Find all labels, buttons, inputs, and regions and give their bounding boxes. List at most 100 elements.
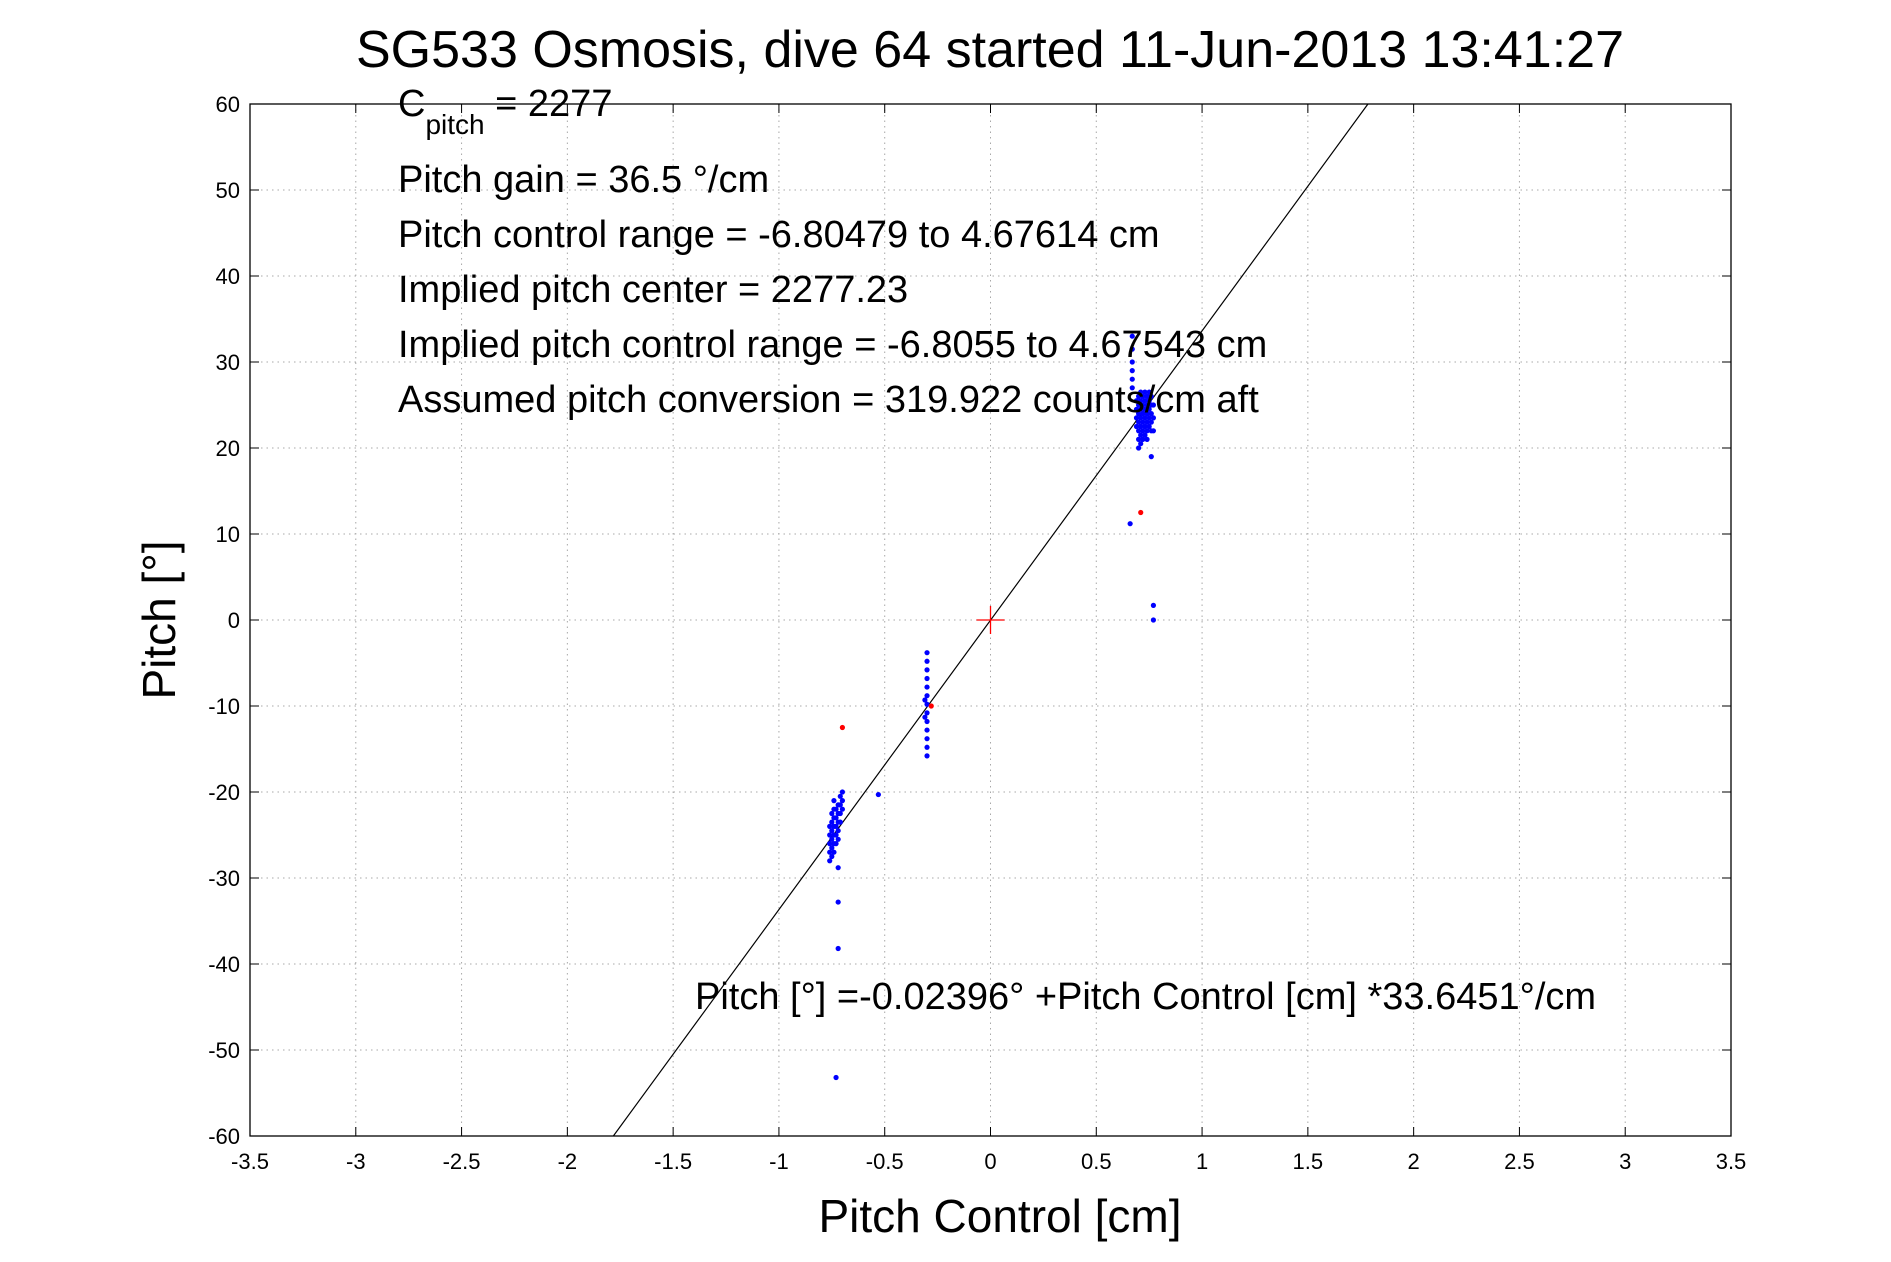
data-point xyxy=(835,945,841,952)
data-point xyxy=(1138,432,1144,438)
data-point xyxy=(835,836,841,842)
data-point xyxy=(837,793,843,799)
data-point xyxy=(1142,406,1148,412)
data-point xyxy=(1144,419,1150,425)
data-point xyxy=(829,810,835,817)
data-point xyxy=(1138,441,1144,447)
data-point xyxy=(1129,333,1135,339)
ticks xyxy=(249,103,1732,1137)
x-tick-label: 1.5 xyxy=(1293,1149,1324,1174)
data-point xyxy=(1140,428,1146,434)
data-point xyxy=(1142,415,1148,421)
x-tick-label: -3 xyxy=(346,1149,366,1174)
data-point xyxy=(1133,423,1140,430)
x-tick-label: 3.5 xyxy=(1716,1149,1747,1174)
x-tick-label: -1 xyxy=(769,1149,789,1174)
x-tick-label: -2.5 xyxy=(443,1149,481,1174)
data-point xyxy=(922,697,928,703)
data-point xyxy=(833,1074,839,1081)
x-tick-label: -3.5 xyxy=(231,1149,269,1174)
x-tick-label: -2 xyxy=(558,1149,578,1174)
data-point xyxy=(1146,406,1152,412)
data-point xyxy=(1136,393,1142,399)
x-tick-label: -1.5 xyxy=(654,1149,692,1174)
data-point xyxy=(833,806,839,812)
annotation-implied-pitch-control-range: Implied pitch control range = -6.8055 to… xyxy=(398,324,1267,366)
y-tick-label: -10 xyxy=(208,694,240,719)
data-point xyxy=(924,753,930,759)
points-layer xyxy=(827,333,1157,1081)
y-tick-label: 30 xyxy=(216,350,240,375)
data-point xyxy=(831,849,837,855)
data-point xyxy=(829,828,835,834)
x-axis-label: Pitch Control [cm] xyxy=(819,1190,1182,1242)
data-point xyxy=(839,789,846,795)
x-tick-label: -0.5 xyxy=(866,1149,904,1174)
data-point xyxy=(827,832,833,838)
data-point xyxy=(1140,393,1146,399)
data-point xyxy=(833,823,839,830)
data-point xyxy=(837,819,843,825)
data-point xyxy=(837,802,843,808)
data-point xyxy=(924,658,930,664)
data-point xyxy=(1136,419,1142,425)
data-point xyxy=(1138,415,1144,421)
data-point xyxy=(831,798,837,804)
data-point xyxy=(1150,602,1157,608)
data-point xyxy=(922,714,928,720)
data-point xyxy=(875,791,881,798)
x-tick-label: 3 xyxy=(1619,1149,1631,1174)
data-point xyxy=(1142,432,1148,438)
data-point xyxy=(1140,411,1146,417)
data-point xyxy=(1144,436,1150,442)
data-point xyxy=(928,703,934,709)
y-tick-label: 40 xyxy=(216,264,240,289)
data-point xyxy=(835,865,841,871)
data-point xyxy=(1148,411,1154,417)
data-point xyxy=(924,710,930,716)
y-axis-label: Pitch [°] xyxy=(133,540,185,699)
x-tick-label: 0 xyxy=(984,1149,996,1174)
data-point xyxy=(1127,521,1133,527)
y-tick-label: 60 xyxy=(216,92,240,117)
data-point xyxy=(924,684,930,690)
annotation-pitch-gain: Pitch gain = 36.5 °/cm xyxy=(398,159,769,201)
data-point xyxy=(924,650,930,656)
data-point xyxy=(1146,415,1152,421)
chart-title: SG533 Osmosis, dive 64 started 11-Jun-20… xyxy=(356,21,1624,79)
data-point xyxy=(829,845,835,851)
x-tick-label: 2 xyxy=(1408,1149,1420,1174)
data-point xyxy=(1146,398,1152,404)
tick-labels: -3.5 -3 -2.5 -2 -1.5 -1 -0.5 0 0.5 1 1.5 2 2.5 3 3.5 -6… xyxy=(208,92,1746,1174)
data-point xyxy=(837,810,843,817)
data-point xyxy=(1142,389,1148,395)
data-point xyxy=(1142,398,1148,404)
data-point xyxy=(829,819,835,825)
annotation-implied-pitch-center: Implied pitch center = 2277.23 xyxy=(398,269,908,311)
data-point xyxy=(1140,402,1146,408)
c-pitch-value: = 2277 xyxy=(485,83,613,125)
data-point xyxy=(1129,376,1135,382)
data-point xyxy=(827,823,833,830)
data-point xyxy=(924,727,930,733)
data-point xyxy=(1136,445,1142,451)
data-point xyxy=(1140,419,1146,425)
data-point xyxy=(1144,393,1150,399)
y-tick-label: 10 xyxy=(216,522,240,547)
data-point xyxy=(1144,402,1150,408)
data-point xyxy=(924,675,930,682)
data-point xyxy=(1140,436,1146,442)
annotation-fit-equation: Pitch [°] =-0.02396° +Pitch Control [cm]… xyxy=(695,976,1596,1018)
annotation-c-pitch: Cpitch = 2277 xyxy=(398,83,612,140)
data-point xyxy=(924,667,930,673)
y-tick-label: -50 xyxy=(208,1038,240,1063)
data-point xyxy=(827,858,833,864)
data-point xyxy=(827,849,833,855)
data-point xyxy=(1148,454,1154,460)
data-point xyxy=(833,815,839,821)
y-tick-label: -20 xyxy=(208,780,240,805)
y-tick-label: -60 xyxy=(208,1124,240,1149)
y-tick-label: -30 xyxy=(208,866,240,891)
y-tick-label: 0 xyxy=(228,608,240,633)
